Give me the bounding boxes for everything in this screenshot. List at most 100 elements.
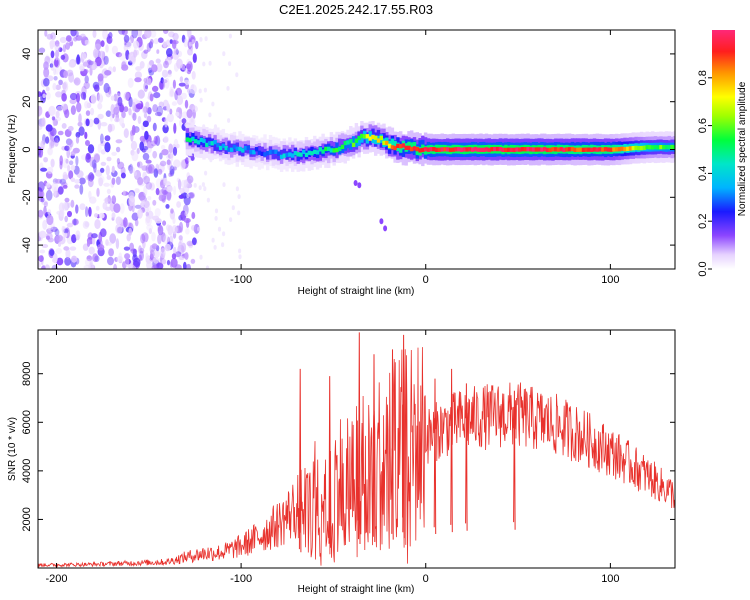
noise-blob [204, 36, 208, 42]
noise-blob [60, 54, 66, 60]
noise-blob [161, 69, 169, 78]
ridge-artifact [383, 225, 388, 232]
ridge-segment [487, 147, 491, 153]
ridge-segment [501, 147, 505, 152]
ridge-segment [360, 134, 364, 143]
ridge-segment [399, 144, 403, 153]
ridge-segment [659, 145, 663, 150]
ridge-artifact [357, 182, 362, 189]
ridge-segment [565, 147, 569, 152]
colorbar-tick-label: 0.2 [697, 214, 709, 229]
noise-blob [38, 255, 44, 262]
x-tick-label: -100 [230, 573, 252, 585]
noise-blob [54, 178, 63, 184]
ridge-segment [662, 145, 666, 150]
noise-blob [69, 139, 74, 148]
noise-blob [137, 208, 143, 219]
noise-blob [54, 40, 60, 47]
snr-spike [433, 378, 437, 535]
ridge-segment [213, 140, 217, 145]
noise-blob [140, 233, 146, 244]
noise-blob [157, 225, 164, 236]
ridge-segment [329, 148, 334, 153]
ridge-segment [185, 137, 190, 142]
ridge-segment [321, 149, 325, 154]
ridge-segment [482, 147, 486, 152]
noise-blob [191, 211, 196, 220]
noise-blob [153, 168, 159, 178]
ridge-segment [479, 147, 483, 152]
ridge-segment [673, 145, 675, 150]
ridge-segment [238, 146, 242, 152]
noise-blob [78, 126, 85, 136]
ridge-segment [191, 136, 195, 141]
noise-blob [175, 87, 182, 96]
noise-blob [132, 40, 140, 49]
noise-blob [42, 93, 46, 99]
noise-blob [69, 92, 78, 101]
noise-blob [159, 152, 163, 160]
noise-blob [164, 117, 168, 128]
noise-blob [150, 38, 154, 45]
noise-blob [61, 93, 67, 102]
ridge-segment [609, 147, 613, 152]
noise-blob [123, 106, 129, 113]
noise-blob [146, 224, 154, 231]
noise-blob [153, 257, 159, 264]
noise-blob [75, 204, 79, 214]
noise-blob [123, 44, 128, 52]
noise-blob [145, 252, 149, 261]
noise-blob [119, 104, 125, 113]
noise-blob [55, 91, 63, 98]
noise-blob [38, 142, 41, 147]
noise-blob [156, 105, 164, 117]
noise-blob [235, 186, 239, 192]
noise-blob [62, 44, 66, 53]
noise-blob [183, 261, 187, 269]
ridge-segment [573, 147, 577, 152]
ridge-segment [232, 144, 237, 150]
noise-blob [128, 195, 135, 207]
noise-blob [64, 145, 70, 151]
noise-blob [137, 30, 142, 38]
noise-blob [135, 66, 142, 71]
ridge-segment [346, 140, 350, 145]
noise-blob [172, 79, 176, 89]
ridge-segment [205, 142, 209, 148]
noise-blob [97, 102, 103, 110]
noise-blob [85, 206, 89, 218]
noise-blob [177, 50, 183, 58]
noise-blob [97, 175, 105, 184]
noise-blob [172, 32, 179, 41]
noise-blob [148, 60, 155, 66]
ridge-segment [612, 147, 616, 152]
ridge-segment [529, 147, 533, 152]
noise-blob [119, 203, 125, 214]
noise-blob [77, 121, 83, 127]
noise-blob [168, 172, 173, 177]
noise-blob [54, 137, 59, 147]
ridge-segment [199, 137, 203, 142]
noise-blob [54, 44, 61, 52]
noise-blob [52, 137, 58, 143]
noise-blob [203, 186, 207, 192]
ridge-segment [213, 142, 217, 151]
noise-blob [128, 227, 133, 236]
noise-blob [80, 33, 86, 39]
noise-blob [47, 209, 52, 216]
ridge-segment [368, 136, 372, 141]
noise-blob [146, 166, 154, 174]
noise-blob [184, 68, 188, 73]
figure-title: C2E1.2025.242.17.55.R03 [279, 2, 433, 17]
noise-blob [39, 230, 47, 239]
noise-blob [155, 188, 160, 196]
noise-blob [211, 101, 215, 107]
ridge-segment [457, 147, 461, 152]
noise-blob [88, 206, 92, 217]
noise-blob [70, 30, 77, 37]
ridge-segment [451, 147, 455, 152]
noise-blob [160, 178, 164, 186]
noise-blob [67, 165, 71, 172]
noise-blob [141, 232, 149, 242]
snr-spike [450, 368, 453, 533]
